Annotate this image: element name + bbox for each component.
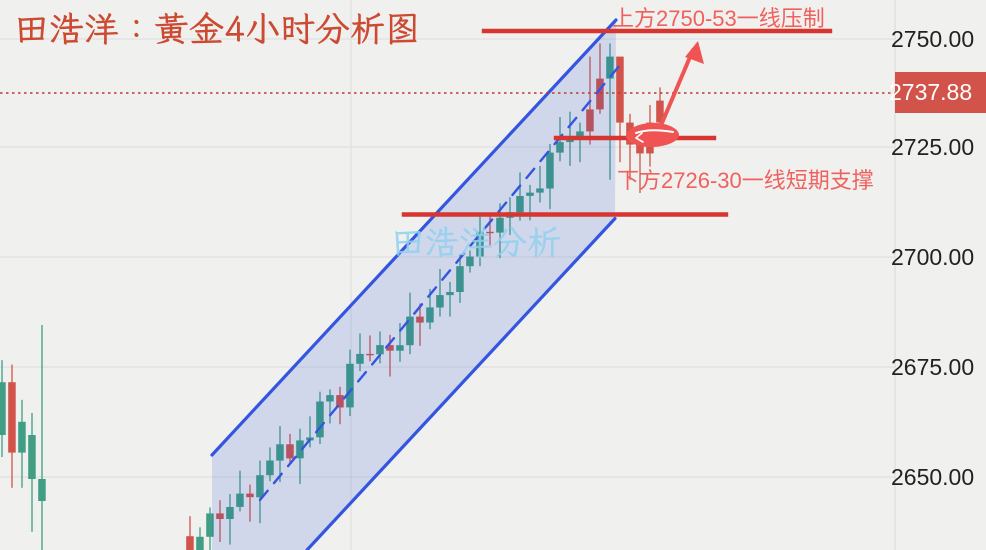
- svg-text:田浩洋分析: 田浩洋分析: [391, 219, 561, 264]
- svg-text:2737.88: 2737.88: [889, 79, 972, 105]
- svg-text:2725.00: 2725.00: [891, 134, 974, 160]
- svg-text:2650.00: 2650.00: [891, 464, 974, 490]
- svg-text:田浩洋：黄金4小时分析图: 田浩洋：黄金4小时分析图: [14, 5, 420, 51]
- svg-text:2750.00: 2750.00: [891, 26, 974, 52]
- svg-text:下方2726-30一线短期支撑: 下方2726-30一线短期支撑: [617, 168, 874, 193]
- svg-text:上方2750-53一线压制: 上方2750-53一线压制: [612, 6, 825, 31]
- svg-text:2675.00: 2675.00: [891, 354, 974, 380]
- svg-text:2700.00: 2700.00: [891, 244, 974, 270]
